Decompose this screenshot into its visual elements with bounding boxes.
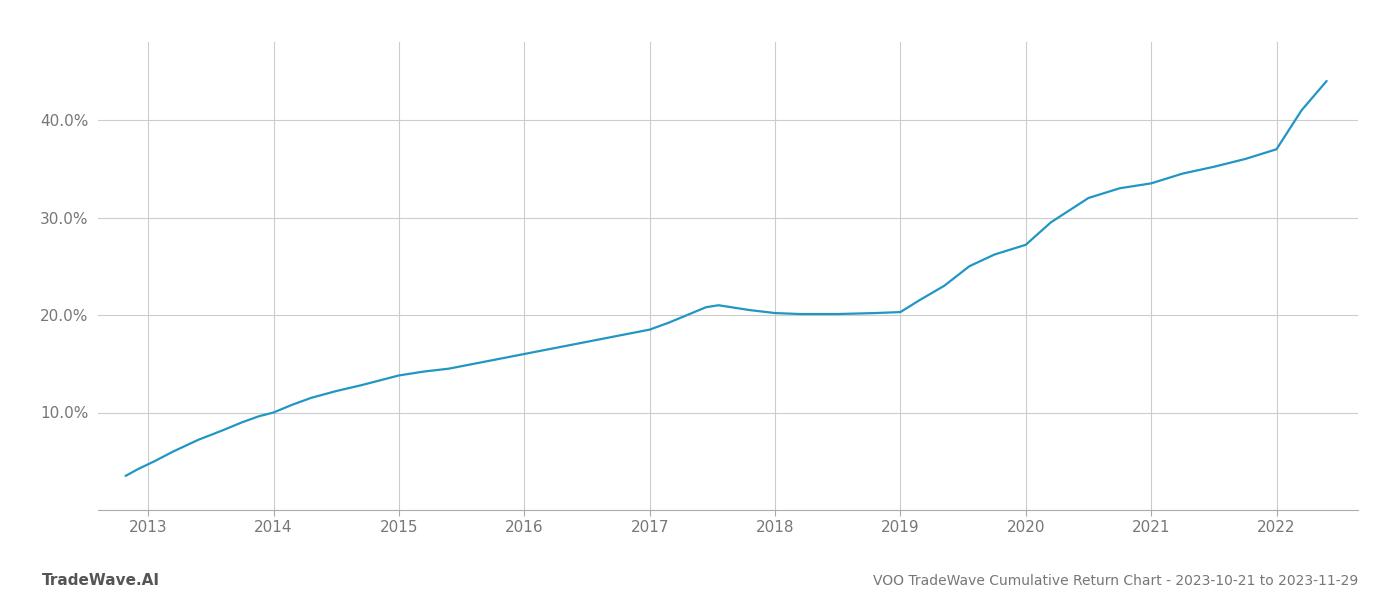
Text: TradeWave.AI: TradeWave.AI [42, 573, 160, 588]
Text: VOO TradeWave Cumulative Return Chart - 2023-10-21 to 2023-11-29: VOO TradeWave Cumulative Return Chart - … [872, 574, 1358, 588]
